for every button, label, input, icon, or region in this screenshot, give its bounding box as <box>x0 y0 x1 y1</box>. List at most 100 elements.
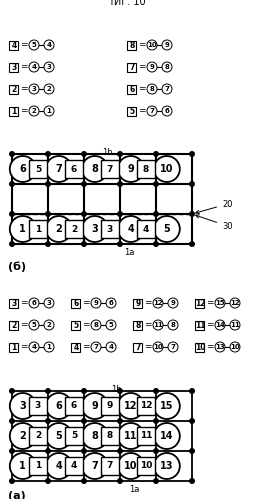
FancyBboxPatch shape <box>65 220 83 238</box>
FancyBboxPatch shape <box>136 427 154 445</box>
Circle shape <box>161 84 171 94</box>
Text: 10: 10 <box>160 164 173 174</box>
Circle shape <box>9 418 15 424</box>
Text: =: = <box>144 298 151 307</box>
Circle shape <box>44 40 54 50</box>
Circle shape <box>117 156 143 182</box>
Text: 20: 20 <box>195 200 232 214</box>
Text: 2: 2 <box>46 322 51 328</box>
Text: 8: 8 <box>170 322 175 328</box>
Circle shape <box>188 211 194 217</box>
FancyBboxPatch shape <box>29 427 47 445</box>
Circle shape <box>44 320 54 330</box>
FancyBboxPatch shape <box>136 457 154 475</box>
Circle shape <box>29 320 39 330</box>
Circle shape <box>44 298 54 308</box>
Circle shape <box>117 241 122 247</box>
Circle shape <box>152 181 158 187</box>
Circle shape <box>188 151 194 157</box>
Text: 12: 12 <box>153 300 162 306</box>
Text: 7: 7 <box>149 108 154 114</box>
Circle shape <box>214 320 224 330</box>
FancyBboxPatch shape <box>195 298 204 307</box>
Text: 3: 3 <box>19 401 26 411</box>
Text: =: = <box>138 84 145 93</box>
Circle shape <box>82 453 107 479</box>
Text: 2: 2 <box>55 224 62 234</box>
Circle shape <box>81 151 87 157</box>
Circle shape <box>153 216 179 242</box>
Circle shape <box>91 320 101 330</box>
Circle shape <box>81 181 87 187</box>
Text: =: = <box>82 320 89 329</box>
Circle shape <box>146 62 156 72</box>
Text: =: = <box>138 62 145 71</box>
Text: 9: 9 <box>135 298 140 307</box>
FancyBboxPatch shape <box>65 397 83 415</box>
Text: 3: 3 <box>106 225 113 234</box>
Text: =: = <box>205 298 213 307</box>
Text: 2: 2 <box>31 108 36 114</box>
Circle shape <box>82 393 107 419</box>
Text: 2: 2 <box>35 432 41 441</box>
Circle shape <box>9 448 15 454</box>
FancyBboxPatch shape <box>127 62 136 71</box>
Circle shape <box>167 342 177 352</box>
FancyBboxPatch shape <box>101 397 118 415</box>
Text: 1: 1 <box>19 224 26 234</box>
Text: 7: 7 <box>106 462 113 471</box>
Text: 4: 4 <box>73 342 78 351</box>
Circle shape <box>146 106 156 116</box>
Text: =: = <box>20 342 28 351</box>
FancyBboxPatch shape <box>127 84 136 93</box>
Circle shape <box>46 216 72 242</box>
Text: 11: 11 <box>139 432 152 441</box>
Circle shape <box>117 418 122 424</box>
FancyBboxPatch shape <box>9 62 19 71</box>
Text: 10: 10 <box>147 42 156 48</box>
Circle shape <box>82 216 107 242</box>
Circle shape <box>188 181 194 187</box>
Text: 1b: 1b <box>110 385 121 394</box>
Text: 6: 6 <box>108 300 113 306</box>
Circle shape <box>45 241 51 247</box>
Text: 1b: 1b <box>102 148 112 157</box>
Circle shape <box>10 453 36 479</box>
Text: 1: 1 <box>35 462 41 471</box>
Text: 10: 10 <box>139 462 151 471</box>
Circle shape <box>152 151 158 157</box>
Text: 8: 8 <box>91 431 98 441</box>
Circle shape <box>188 418 194 424</box>
Text: 4: 4 <box>70 462 77 471</box>
Circle shape <box>117 478 122 484</box>
Text: 14: 14 <box>214 322 224 328</box>
FancyBboxPatch shape <box>136 397 154 415</box>
Circle shape <box>152 342 162 352</box>
Circle shape <box>46 453 72 479</box>
Text: 9: 9 <box>149 64 154 70</box>
Circle shape <box>9 151 15 157</box>
Text: 5: 5 <box>35 165 41 174</box>
FancyBboxPatch shape <box>101 427 118 445</box>
Circle shape <box>46 156 72 182</box>
FancyBboxPatch shape <box>136 160 154 178</box>
Text: 4: 4 <box>142 225 149 234</box>
Text: 4: 4 <box>108 344 113 350</box>
Text: 4: 4 <box>127 224 134 234</box>
Circle shape <box>146 84 156 94</box>
Text: ΤИГ. 10: ΤИГ. 10 <box>108 0 145 7</box>
Text: 6: 6 <box>129 84 134 93</box>
FancyBboxPatch shape <box>133 298 142 307</box>
Text: 9: 9 <box>93 300 98 306</box>
Circle shape <box>9 478 15 484</box>
FancyBboxPatch shape <box>65 160 83 178</box>
Text: 3: 3 <box>91 224 98 234</box>
FancyBboxPatch shape <box>101 220 118 238</box>
Text: 7: 7 <box>170 344 175 350</box>
Text: 2: 2 <box>19 431 26 441</box>
Text: 3: 3 <box>35 402 41 411</box>
Text: 8: 8 <box>91 164 98 174</box>
Text: 7: 7 <box>129 62 134 71</box>
Circle shape <box>188 241 194 247</box>
Circle shape <box>117 181 122 187</box>
